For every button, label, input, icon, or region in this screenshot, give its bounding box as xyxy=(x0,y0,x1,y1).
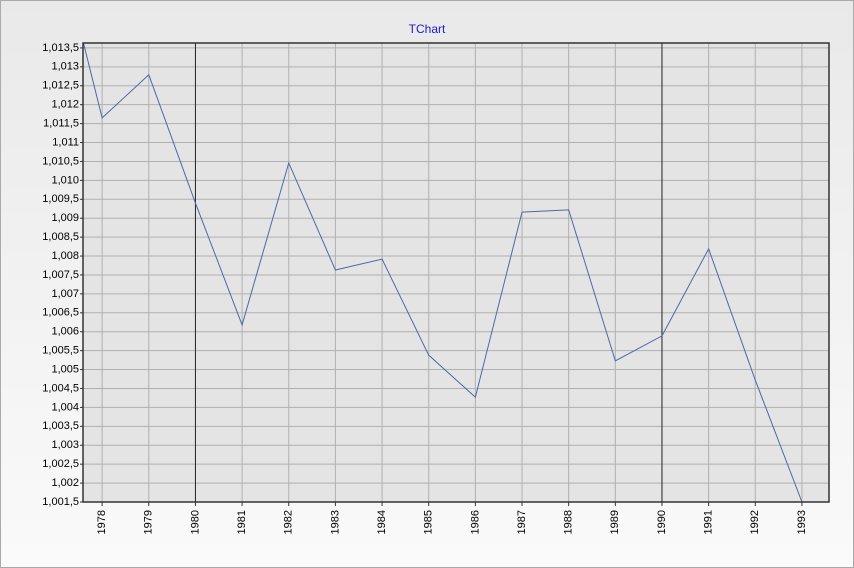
x-tick-label: 1990 xyxy=(656,510,668,534)
x-tick-label: 1982 xyxy=(283,510,295,534)
y-tick-label: 1,008,5 xyxy=(42,231,79,243)
y-tick-label: 1,009 xyxy=(51,212,79,224)
y-tick-label: 1,004 xyxy=(51,401,79,413)
y-tick-label: 1,005,5 xyxy=(42,345,79,357)
y-tick-label: 1,002,5 xyxy=(42,458,79,470)
x-tick-label: 1986 xyxy=(469,510,481,534)
x-tick-label: 1985 xyxy=(423,510,435,534)
x-tick-label: 1991 xyxy=(703,510,715,534)
y-tick-label: 1,002 xyxy=(51,477,79,489)
chart-title: TChart xyxy=(409,22,446,36)
y-tick-label: 1,013,5 xyxy=(42,42,79,54)
x-tick-label: 1992 xyxy=(749,510,761,534)
y-tick-label: 1,011,5 xyxy=(43,118,79,130)
y-tick-label: 1,008 xyxy=(51,250,79,262)
x-tick-label: 1978 xyxy=(96,510,108,534)
y-tick-label: 1,006,5 xyxy=(42,307,79,319)
grid xyxy=(83,43,829,503)
x-tick-label: 1987 xyxy=(516,510,528,534)
y-tick-label: 1,001,5 xyxy=(42,496,79,508)
plot-area xyxy=(83,43,829,502)
y-tick-label: 1,012,5 xyxy=(42,80,79,92)
y-tick-label: 1,013 xyxy=(51,61,79,73)
y-tick-label: 1,011 xyxy=(52,136,79,148)
y-tick-label: 1,004,5 xyxy=(42,382,79,394)
marks xyxy=(82,42,803,503)
y-tick-label: 1,012 xyxy=(51,99,79,111)
x-tick-label: 1981 xyxy=(236,510,248,534)
x-tick-label: 1993 xyxy=(796,510,808,534)
x-tick-label: 1983 xyxy=(329,510,341,534)
plot-frame xyxy=(82,42,830,503)
x-tick-label: 1984 xyxy=(376,510,388,534)
y-tick-label: 1,007 xyxy=(51,288,79,300)
y-tick-label: 1,010 xyxy=(51,174,79,186)
y-tick-label: 1,005 xyxy=(51,363,79,375)
x-tick-label: 1988 xyxy=(563,510,575,534)
x-tick-label: 1989 xyxy=(609,510,621,534)
y-tick-label: 1,010,5 xyxy=(42,155,79,167)
y-tick-label: 1,003,5 xyxy=(42,420,79,432)
y-tick-label: 1,007,5 xyxy=(42,269,79,281)
data-line xyxy=(82,42,803,503)
y-tick-label: 1,009,5 xyxy=(42,193,79,205)
x-tick-label: 1980 xyxy=(189,510,201,534)
labels: 1,001,5 1,002 1,002,5 1,003 1,003,5 1,004 1,00… xyxy=(42,42,808,535)
x-tick-label: 1979 xyxy=(143,510,155,534)
y-tick-label: 1,006 xyxy=(51,326,79,338)
y-tick-label: 1,003 xyxy=(51,439,79,451)
